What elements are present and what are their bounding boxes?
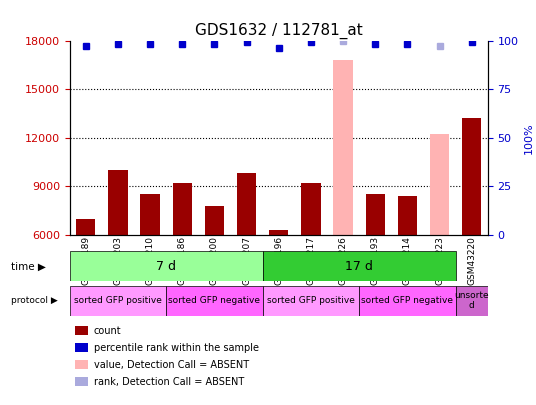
Text: value, Detection Call = ABSENT: value, Detection Call = ABSENT	[94, 360, 249, 370]
FancyBboxPatch shape	[359, 286, 456, 316]
FancyBboxPatch shape	[263, 251, 456, 281]
Y-axis label: 100%: 100%	[524, 122, 534, 153]
Bar	[301, 183, 321, 235]
Bar	[140, 194, 160, 235]
Bar	[462, 118, 481, 235]
Bar	[398, 196, 417, 235]
Text: rank, Detection Call = ABSENT: rank, Detection Call = ABSENT	[94, 377, 244, 387]
FancyBboxPatch shape	[70, 286, 166, 316]
Bar	[269, 230, 288, 235]
Text: count: count	[94, 326, 122, 336]
Text: unsorte
d: unsorte d	[455, 291, 489, 310]
Text: sorted GFP negative: sorted GFP negative	[361, 296, 453, 305]
Text: 7 d: 7 d	[156, 260, 176, 273]
Bar	[173, 183, 192, 235]
Bar	[108, 170, 128, 235]
Text: protocol ▶: protocol ▶	[11, 296, 57, 305]
Bar	[430, 134, 449, 235]
Title: GDS1632 / 112781_at: GDS1632 / 112781_at	[195, 23, 362, 39]
Text: percentile rank within the sample: percentile rank within the sample	[94, 343, 259, 353]
FancyBboxPatch shape	[70, 251, 263, 281]
Bar	[76, 219, 95, 235]
Bar	[366, 194, 385, 235]
Text: sorted GFP positive: sorted GFP positive	[74, 296, 162, 305]
Bar	[237, 173, 256, 235]
Bar	[333, 60, 353, 235]
FancyBboxPatch shape	[263, 286, 359, 316]
Text: time ▶: time ▶	[11, 262, 46, 271]
FancyBboxPatch shape	[166, 286, 263, 316]
Bar	[205, 206, 224, 235]
Text: sorted GFP negative: sorted GFP negative	[168, 296, 260, 305]
Text: sorted GFP positive: sorted GFP positive	[267, 296, 355, 305]
Text: 17 d: 17 d	[345, 260, 373, 273]
FancyBboxPatch shape	[456, 286, 488, 316]
